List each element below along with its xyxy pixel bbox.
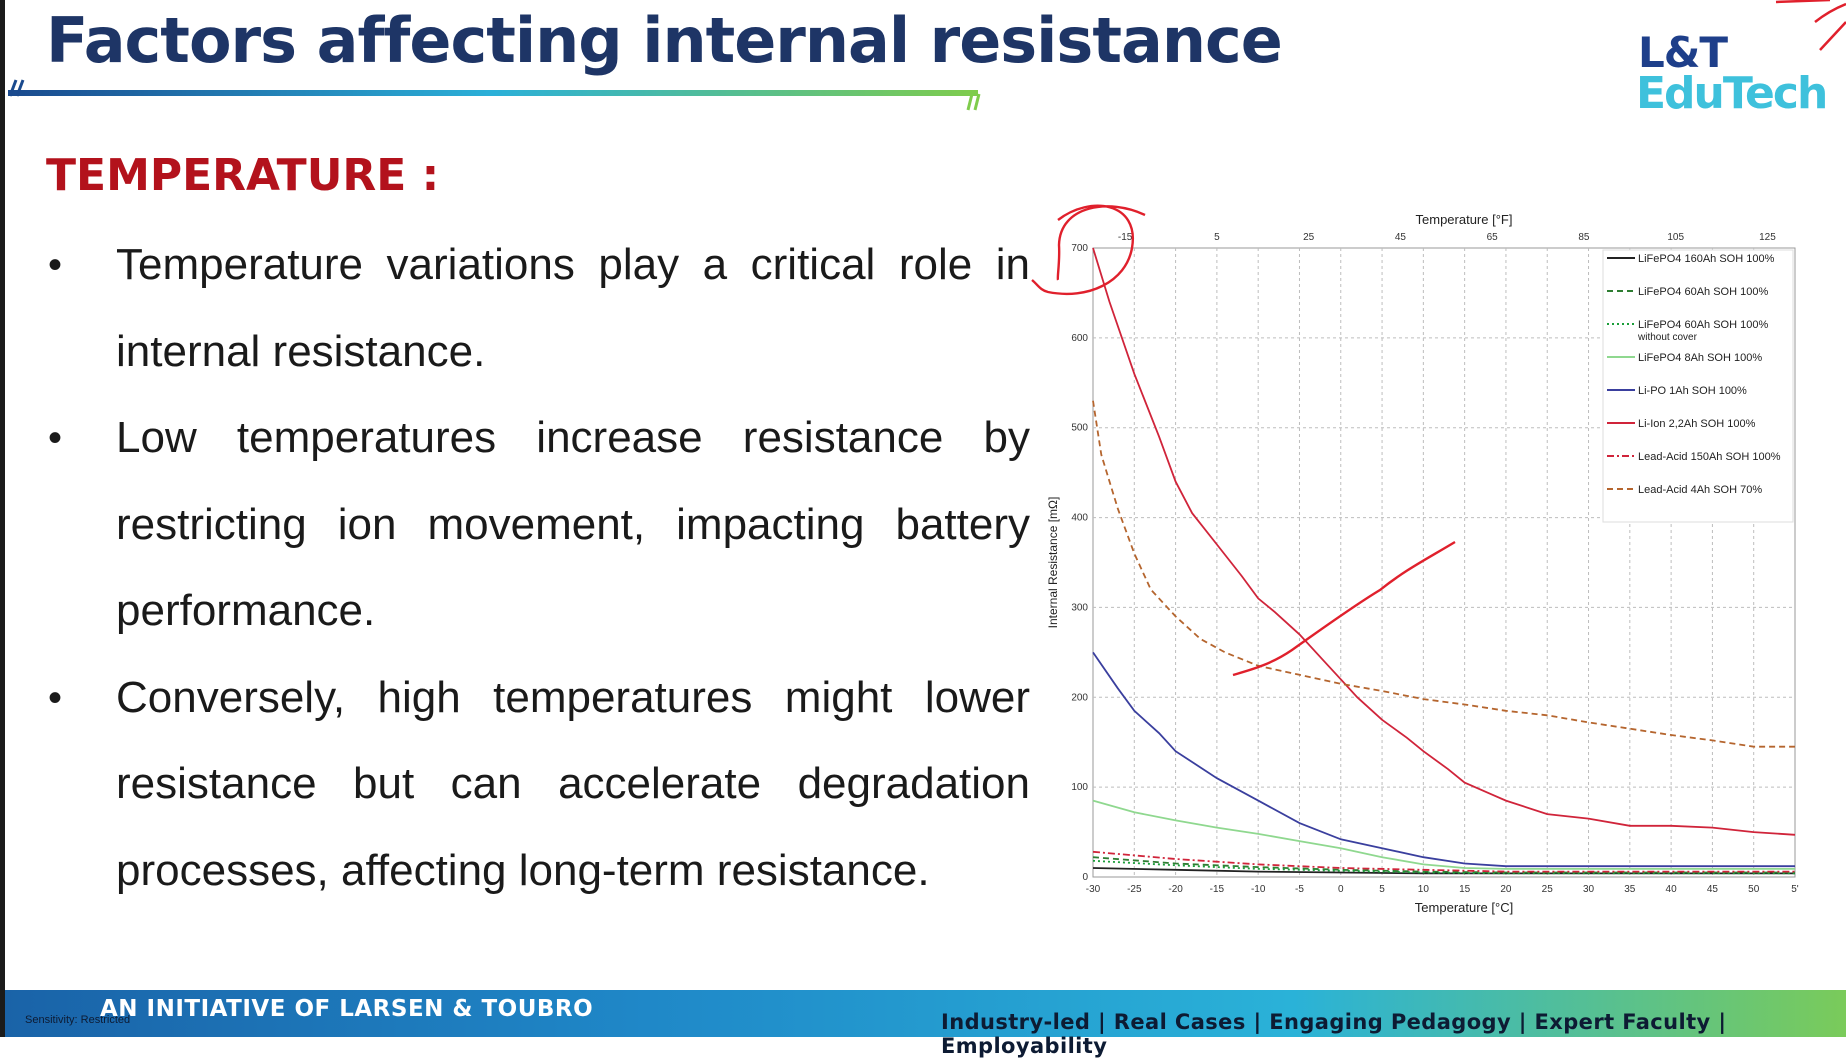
series-line bbox=[1092, 651, 1795, 868]
x2-tick-label: 5 bbox=[1214, 232, 1220, 243]
title-underline bbox=[8, 79, 981, 111]
x2-tick-label: 65 bbox=[1487, 232, 1499, 243]
series-line bbox=[1092, 859, 1795, 875]
bullet-marker: • bbox=[48, 416, 63, 460]
x-tick-label: -20 bbox=[1168, 884, 1183, 895]
x2-axis-label: Temperature [°F] bbox=[1416, 212, 1513, 227]
x-tick-label: 5' bbox=[1791, 884, 1799, 895]
logo-line2: EduTech bbox=[1636, 68, 1828, 119]
bullet-marker: • bbox=[48, 243, 63, 287]
legend-label: Lead-Acid 4Ah SOH 70% bbox=[1638, 484, 1762, 496]
x2-tick-label: -15 bbox=[1118, 232, 1133, 243]
legend-label: LiFePO4 160Ah SOH 100% bbox=[1638, 253, 1775, 265]
legend-label: LiFePO4 60Ah SOH 100% bbox=[1638, 319, 1768, 331]
footer-sensitivity-label: Sensitivity: Restricted bbox=[25, 1014, 131, 1026]
window-edge bbox=[0, 0, 5, 1037]
x-tick-label: 25 bbox=[1542, 884, 1554, 895]
x-tick-label: -25 bbox=[1127, 884, 1142, 895]
x-tick-label: 0 bbox=[1338, 884, 1344, 895]
y-tick-label: 0 bbox=[1082, 872, 1088, 883]
pen-circle-annotation bbox=[1031, 204, 1146, 296]
y-tick-label: 700 bbox=[1071, 243, 1088, 254]
x2-tick-label: 45 bbox=[1395, 232, 1407, 243]
x-tick-label: -10 bbox=[1251, 884, 1266, 895]
x2-tick-label: 125 bbox=[1759, 232, 1776, 243]
footer-bar: Sensitivity: Restricted AN INITIATIVE OF… bbox=[5, 990, 1846, 1058]
x-tick-label: 10 bbox=[1418, 884, 1430, 895]
lt-edutech-logo: L&T EduTech bbox=[1636, 28, 1836, 119]
legend-label: LiFePO4 8Ah SOH 100% bbox=[1638, 352, 1762, 364]
legend-box bbox=[1602, 249, 1794, 523]
bullet-text: Conversely, high temperatures might lowe… bbox=[116, 672, 1030, 895]
x-tick-label: 20 bbox=[1500, 884, 1512, 895]
bullet-item: • Low temperatures increase resistance b… bbox=[40, 395, 1030, 655]
x-tick-label: 35 bbox=[1624, 884, 1636, 895]
x-axis-label: Temperature [°C] bbox=[1415, 900, 1513, 915]
y-tick-label: 500 bbox=[1071, 423, 1088, 434]
logo-line1: L&T bbox=[1638, 28, 1728, 77]
legend-label: Li-Ion 2,2Ah SOH 100% bbox=[1638, 418, 1756, 430]
x2-tick-label: 25 bbox=[1303, 232, 1315, 243]
y-axis-label: Internal Resistance [mΩ] bbox=[1046, 497, 1060, 629]
x-tick-label: 45 bbox=[1707, 884, 1719, 895]
bullet-item: • Temperature variations play a critical… bbox=[40, 222, 1030, 395]
y-tick-label: 600 bbox=[1071, 333, 1088, 344]
resistance-temperature-chart: -30 -25 -20 -15 -10 -5 0 5 10 15 20 25 30 35 40 45 50 5' 0… bbox=[1030, 200, 1830, 920]
section-heading: TEMPERATURE : bbox=[46, 150, 440, 201]
logo-pen-mark bbox=[1775, 0, 1846, 51]
x-tick-label: 30 bbox=[1583, 884, 1595, 895]
x-tick-label: -5 bbox=[1295, 884, 1304, 895]
page-title: Factors affecting internal resistance bbox=[46, 4, 1283, 77]
pen-arrow-annotation bbox=[1232, 540, 1456, 677]
x-tick-label: 40 bbox=[1666, 884, 1678, 895]
bullet-item: • Conversely, high temperatures might lo… bbox=[40, 655, 1030, 915]
chart-svg: -30 -25 -20 -15 -10 -5 0 5 10 15 20 25 30 35 40 45 50 5' 0… bbox=[1031, 204, 1799, 915]
bullet-text: Temperature variations play a critical r… bbox=[116, 240, 1030, 376]
x2-tick-label: 105 bbox=[1667, 232, 1684, 243]
x-tick-label: 5 bbox=[1379, 884, 1385, 895]
bullet-marker: • bbox=[48, 675, 63, 720]
series-line bbox=[1092, 247, 1796, 836]
series-line bbox=[1092, 400, 1795, 748]
legend-label: LiFePO4 60Ah SOH 100% bbox=[1638, 286, 1768, 298]
legend-label: Lead-Acid 150Ah SOH 100% bbox=[1638, 451, 1781, 463]
y-tick-label: 400 bbox=[1071, 513, 1088, 524]
y-tick-label: 200 bbox=[1071, 692, 1088, 703]
y-tick-label: 300 bbox=[1071, 602, 1088, 613]
legend-label: Li-PO 1Ah SOH 100% bbox=[1638, 385, 1747, 397]
x-tick-label: 50 bbox=[1748, 884, 1760, 895]
x2-tick-label: 85 bbox=[1578, 232, 1590, 243]
x-tick-label: -15 bbox=[1210, 884, 1225, 895]
x-tick-label: -30 bbox=[1086, 884, 1101, 895]
series-line bbox=[1092, 850, 1795, 873]
bullet-list: • Temperature variations play a critical… bbox=[40, 222, 1030, 914]
footer-initiative: AN INITIATIVE OF LARSEN & TOUBRO bbox=[100, 996, 594, 1022]
x-tick-label: 15 bbox=[1459, 884, 1471, 895]
series-line bbox=[1092, 799, 1795, 870]
footer-tagline: Industry-led | Real Cases | Engaging Ped… bbox=[941, 1010, 1727, 1058]
legend-sublabel: without cover bbox=[1637, 332, 1698, 343]
bullet-text: Low temperatures increase resistance by … bbox=[116, 413, 1030, 635]
y-tick-label: 100 bbox=[1071, 782, 1088, 793]
